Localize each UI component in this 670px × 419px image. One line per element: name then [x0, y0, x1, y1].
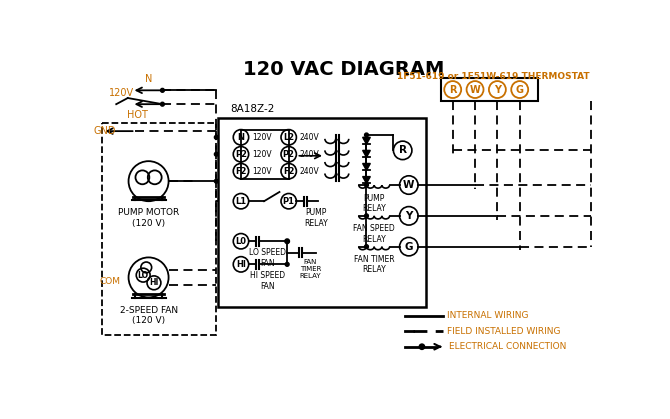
Circle shape — [161, 102, 164, 106]
Text: F2: F2 — [235, 167, 247, 176]
Text: N: N — [237, 133, 245, 142]
Text: G: G — [405, 242, 413, 252]
Text: 1F51-619 or 1F51W-619 THERMOSTAT: 1F51-619 or 1F51W-619 THERMOSTAT — [397, 72, 590, 81]
Text: 240V: 240V — [299, 133, 319, 142]
Text: L0: L0 — [235, 237, 247, 246]
Text: 120V: 120V — [109, 88, 133, 98]
Text: Y: Y — [405, 211, 413, 221]
Text: LO SPEED
FAN: LO SPEED FAN — [249, 248, 286, 268]
Text: Y: Y — [494, 85, 501, 95]
Text: 120V: 120V — [252, 167, 271, 176]
Circle shape — [214, 135, 218, 139]
Circle shape — [161, 88, 164, 92]
Text: N: N — [145, 74, 152, 84]
Bar — [218, 118, 425, 307]
Text: 240V: 240V — [299, 150, 319, 159]
Text: COM: COM — [100, 277, 121, 286]
Circle shape — [364, 133, 368, 137]
Text: GND: GND — [93, 126, 116, 136]
Circle shape — [214, 152, 218, 156]
Circle shape — [364, 214, 368, 218]
Text: W: W — [470, 85, 480, 95]
Text: FAN
TIMER
RELAY: FAN TIMER RELAY — [299, 259, 321, 279]
Circle shape — [214, 179, 218, 183]
Bar — [441, 78, 538, 101]
Text: 2-SPEED FAN
(120 V): 2-SPEED FAN (120 V) — [119, 306, 178, 325]
Text: PUMP
RELAY: PUMP RELAY — [304, 208, 328, 228]
Polygon shape — [362, 163, 371, 171]
Text: 120V: 120V — [252, 133, 271, 142]
Text: 120V: 120V — [252, 150, 271, 159]
Circle shape — [285, 262, 289, 266]
Bar — [103, 124, 216, 335]
Text: PUMP
RELAY: PUMP RELAY — [362, 194, 386, 213]
Text: INTERNAL WIRING: INTERNAL WIRING — [448, 311, 529, 321]
Text: 120 VAC DIAGRAM: 120 VAC DIAGRAM — [243, 59, 444, 78]
Text: HI: HI — [149, 278, 159, 287]
Polygon shape — [362, 150, 371, 157]
Text: 8A18Z-2: 8A18Z-2 — [230, 104, 275, 114]
Circle shape — [419, 344, 425, 349]
Polygon shape — [362, 137, 371, 144]
Text: FIELD INSTALLED WIRING: FIELD INSTALLED WIRING — [448, 327, 561, 336]
Text: G: G — [516, 85, 524, 95]
Text: P2: P2 — [235, 150, 247, 159]
Text: FAN TIMER
RELAY: FAN TIMER RELAY — [354, 255, 395, 274]
Text: LO: LO — [137, 271, 149, 279]
Text: P2: P2 — [283, 150, 295, 159]
Text: ELECTRICAL CONNECTION: ELECTRICAL CONNECTION — [449, 342, 566, 351]
Text: L1: L1 — [235, 197, 247, 206]
Circle shape — [285, 239, 289, 243]
Text: HI SPEED
FAN: HI SPEED FAN — [251, 271, 285, 291]
Text: R: R — [399, 145, 407, 155]
Text: F2: F2 — [283, 167, 294, 176]
Text: W: W — [403, 180, 415, 190]
Circle shape — [364, 183, 368, 187]
Circle shape — [364, 245, 368, 248]
Text: P1: P1 — [283, 197, 295, 206]
Text: L2: L2 — [283, 133, 294, 142]
Text: HOT: HOT — [127, 110, 148, 120]
Text: PUMP MOTOR
(120 V): PUMP MOTOR (120 V) — [118, 208, 179, 228]
Text: FAN SPEED
RELAY: FAN SPEED RELAY — [353, 224, 395, 244]
Text: R: R — [449, 85, 456, 95]
Polygon shape — [362, 176, 371, 184]
Text: HI: HI — [236, 260, 246, 269]
Text: 240V: 240V — [299, 167, 319, 176]
